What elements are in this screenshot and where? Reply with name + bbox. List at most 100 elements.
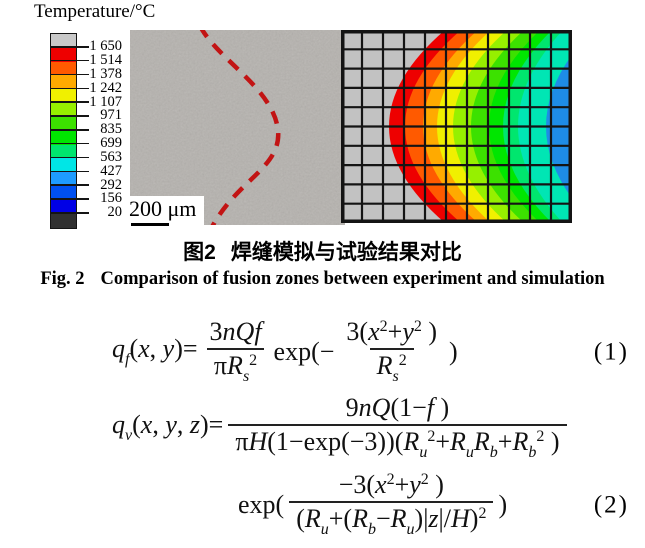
math-token: 2 (379, 317, 388, 335)
equation-2-line-1: qv(x, y, z)= 9nQ(1−f ) πH(1−exp(−3))(Ru2… (0, 391, 645, 465)
colorbar-segment (51, 61, 76, 76)
equation-2-number: (2) (593, 491, 629, 519)
math-token: π (213, 351, 228, 381)
eq2-fraction-2: −3(x2+y2 ) (Ru+(Rb−Ru)|z|/H)2 (289, 471, 494, 539)
math-token: z (428, 504, 439, 534)
colorbar-segment (51, 186, 76, 200)
eq1-frac2-numerator: 3(x2+y2 ) (339, 318, 444, 348)
eq2-frac2-denominator: (Ru+(Rb−Ru)|z|/H)2 (289, 501, 494, 539)
math-token: b (489, 444, 498, 462)
math-token: ( (296, 504, 305, 534)
colorbar-tick-line (50, 73, 89, 76)
colorbar-tick-label: 971 (100, 107, 122, 124)
simulation-border (341, 30, 572, 223)
math-token: exp(− (273, 337, 335, 366)
math-token: |/ (438, 504, 451, 534)
math-token: 9 (345, 392, 359, 422)
math-token: + (394, 469, 410, 499)
math-token: 2 (398, 352, 407, 370)
eq1-lhs: qf(x, y)= (112, 336, 198, 368)
colorbar-tick-label: 20 (107, 204, 123, 221)
math-token: s (242, 368, 250, 386)
colorbar-tick-line (50, 101, 89, 103)
equation-1-body: qf(x, y)= 3nQf πRs2 exp(− 3(x2+y2 ) Rs2 … (112, 312, 458, 392)
equation-1-number: (1) (593, 338, 629, 366)
math-token: H (450, 504, 470, 534)
math-token: π (235, 427, 249, 457)
math-token: ) (428, 469, 444, 499)
eq2-close-paren: ) (498, 492, 507, 518)
colorbar-tick-line (50, 87, 89, 90)
math-token: R (304, 504, 321, 534)
math-token: −3( (338, 469, 376, 499)
colorbar-tick-line (50, 129, 89, 131)
colorbar-title: Temperature/°C (34, 1, 156, 22)
math-token: ( (132, 410, 141, 439)
math-token: ) (498, 490, 508, 519)
math-token: + (497, 427, 513, 457)
math-token: (1− (390, 392, 427, 422)
colorbar-tick-label: 1 107 (89, 93, 122, 110)
math-token: nQ (358, 392, 391, 422)
eq1-frac1-numerator: 3nQf (203, 318, 269, 348)
eq2-frac2-numerator: −3(x2+y2 ) (332, 471, 451, 501)
math-token: R (449, 427, 466, 457)
math-token: q (112, 410, 125, 439)
colorbar-tick-line (50, 142, 89, 145)
simulation-panel (341, 30, 572, 223)
eq2-fraction-1: 9nQ(1−f ) πH(1−exp(−3))(Ru2+RuRb+Rb2 ) (228, 394, 567, 462)
math-token: R (390, 504, 407, 534)
colorbar-segment (51, 199, 76, 214)
eq2-lhs: qv(x, y, z)= (112, 412, 223, 444)
math-token: ) (421, 316, 438, 346)
colorbar-tick-line (50, 212, 89, 214)
math-token: y (409, 469, 421, 499)
math-token: H (248, 427, 268, 457)
colorbar-segment (51, 172, 76, 187)
math-token: 2 (427, 428, 436, 446)
eq2-frac1-numerator: 9nQ(1−f ) (339, 394, 457, 424)
eq2-frac1-denominator: πH(1−exp(−3))(Ru2+RuRb+Rb2 ) (228, 424, 567, 462)
math-token: exp( (238, 490, 285, 519)
math-token: 2 (249, 352, 258, 370)
experiment-micrograph: 200 μm (124, 30, 345, 230)
colorbar-segment (51, 130, 76, 145)
math-token: R (403, 427, 420, 457)
colorbar-tick-line (50, 46, 89, 48)
math-token: ) (434, 392, 450, 422)
math-token: nQf (222, 316, 262, 346)
math-token: 3 (209, 316, 223, 346)
colorbar-segment (51, 144, 76, 159)
math-token: ) (544, 427, 560, 457)
math-token: , (149, 334, 163, 363)
math-token: b (528, 444, 537, 462)
math-token: q (112, 334, 125, 363)
equation-2-line-2: exp( −3(x2+y2 ) (Ru+(Rb−Ru)|z|/H)2 ) (2) (0, 464, 645, 546)
colorbar-tick-line (50, 59, 89, 62)
caption-chinese-text: 焊缝模拟与试验结果对比 (230, 241, 462, 264)
caption-english-label: Fig. 2 (40, 269, 85, 289)
colorbar-tick-line (50, 198, 89, 200)
math-token: x (368, 316, 380, 346)
math-token: 3( (346, 316, 369, 346)
math-token: x (375, 469, 387, 499)
math-token: y (162, 334, 175, 363)
eq1-fraction-2: 3(x2+y2 ) Rs2 (339, 318, 444, 386)
math-token: R (473, 427, 490, 457)
math-token: , (152, 410, 166, 439)
math-token: + (387, 316, 403, 346)
colorbar-tick-label: 1 242 (89, 79, 122, 96)
colorbar-segment (51, 158, 76, 173)
equation-1: qf(x, y)= 3nQf πRs2 exp(− 3(x2+y2 ) Rs2 … (0, 312, 645, 392)
math-token: + (435, 427, 450, 457)
math-token: u (419, 444, 428, 462)
math-token: +( (328, 504, 353, 534)
math-token: u (465, 444, 474, 462)
colorbar-tick-label: 699 (100, 135, 122, 152)
colorbar-tick-line (50, 156, 89, 159)
math-token: x (140, 410, 153, 439)
temperature-colorbar (50, 33, 77, 229)
eq2-exp-term: exp( (238, 492, 284, 518)
math-token: 2 (536, 428, 545, 446)
